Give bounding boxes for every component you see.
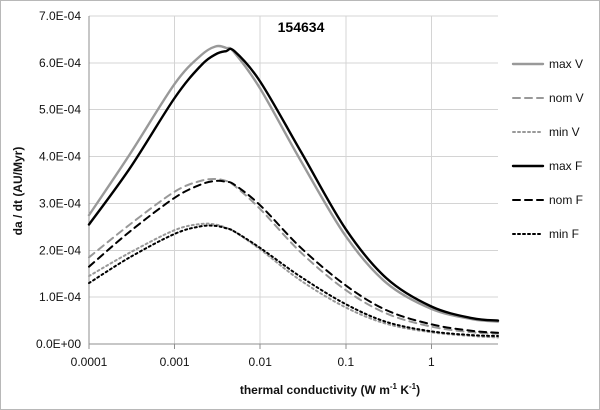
y-axis-title: da / dt (AU/Myr) [11, 147, 25, 236]
x-axis-title-middle: K [397, 383, 409, 397]
series-line-nom-v [88, 178, 499, 335]
y-tick-label: 5.0E-04 [39, 103, 81, 117]
x-axis-title-close: ) [416, 383, 420, 397]
x-tick-label: 0.001 [160, 355, 190, 369]
grid-layer [89, 15, 498, 344]
y-tick-label: 4.0E-04 [39, 150, 81, 164]
chart-title: 154634 [278, 19, 325, 35]
y-tick-label: 3.0E-04 [39, 196, 81, 210]
y-tick-label: 6.0E-04 [39, 56, 81, 70]
legend-layer: max V nom V min V max F nom F min F [511, 57, 584, 241]
series-line-nom-f [88, 179, 499, 334]
series-line-max-f [87, 47, 500, 322]
legend-label-nom-f: nom F [549, 193, 583, 207]
y-tick-label: 2.0E-04 [39, 243, 81, 257]
series-line-max-v [87, 44, 500, 323]
x-tick-label: 1 [428, 355, 435, 369]
x-tick-label: 0.1 [337, 355, 354, 369]
axis-layer: 0.0E+00 1.0E-04 2.0E-04 3.0E-04 4.0E-04 5.0E-… [36, 9, 498, 369]
x-axis-title: thermal conductivity (W m-1 K-1) [240, 382, 420, 397]
legend-label-min-f: min F [549, 227, 579, 241]
x-tick-label: 0.01 [249, 355, 273, 369]
y-tick-label: 1.0E-04 [39, 290, 81, 304]
x-axis-title-main: thermal conductivity (W m [240, 383, 390, 397]
series-line-min-f [88, 224, 499, 338]
y-tick-label: 0.0E+00 [36, 337, 81, 351]
x-axis-title-exponent-1: -1 [390, 382, 398, 391]
y-tick-label: 7.0E-04 [39, 9, 81, 23]
legend-label-nom-v: nom V [549, 91, 584, 105]
legend-label-max-v: max V [549, 57, 583, 71]
legend-label-min-v: min V [549, 125, 580, 139]
x-tick-label: 0.0001 [71, 355, 108, 369]
legend-label-max-f: max F [549, 159, 582, 173]
x-axis-title-exponent-2: -1 [409, 382, 417, 391]
series-layer [87, 44, 500, 339]
